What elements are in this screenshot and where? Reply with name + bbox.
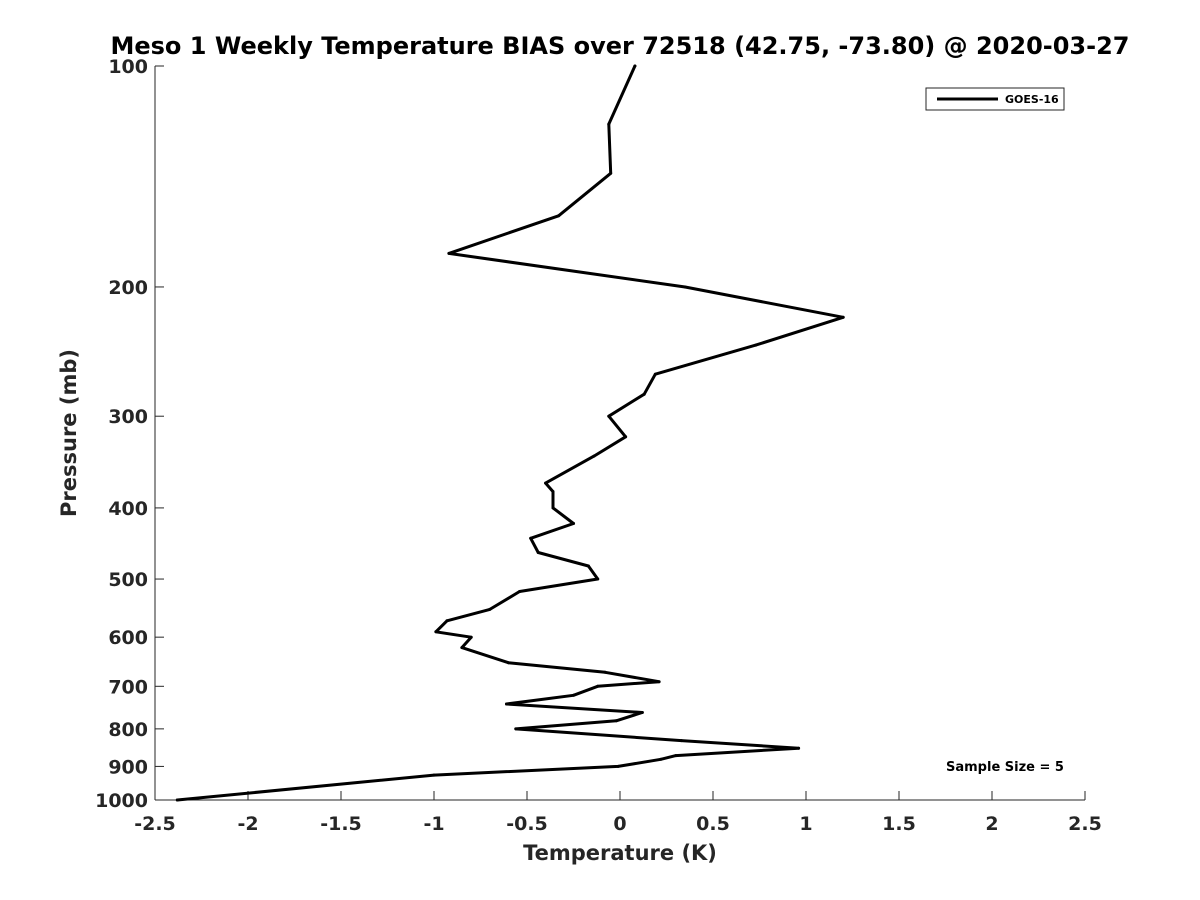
x-axis: -2.5 -2 -1.5 -1 -0.5 0 0.5 1 1.5 2 2.5 Temperature…: [134, 791, 1102, 865]
data-point: [518, 590, 522, 593]
data-point: [640, 711, 644, 714]
data-point: [505, 702, 508, 706]
data-point: [551, 490, 555, 494]
data-point: [659, 757, 663, 761]
data-point: [674, 754, 678, 758]
legend-label: GOES-16: [1005, 93, 1059, 106]
data-point: [653, 372, 657, 376]
data-point: [434, 630, 438, 634]
data-point: [633, 64, 637, 68]
data-point: [529, 536, 533, 540]
x-tick-label: -1.5: [320, 813, 362, 835]
chart-title: Meso 1 Weekly Temperature BIAS over 7251…: [110, 32, 1129, 60]
data-point: [797, 746, 801, 750]
x-tick-label: 0: [613, 813, 626, 835]
y-tick-label: 900: [108, 756, 148, 778]
x-tick-label: 2.5: [1068, 813, 1102, 835]
data-point: [616, 764, 620, 768]
data-point: [841, 315, 845, 319]
x-tick-label: 0.5: [696, 813, 730, 835]
data-point: [586, 564, 590, 568]
y-tick-label: 700: [108, 676, 148, 698]
data-point: [572, 693, 575, 697]
data-point: [624, 435, 628, 439]
y-tick-label: 300: [108, 406, 148, 428]
data-point: [445, 619, 449, 623]
data-point: [514, 727, 518, 731]
data-point: [572, 522, 575, 525]
y-axis-label: Pressure (mb): [57, 349, 81, 517]
y-tick-label: 800: [108, 719, 148, 741]
y-ticks: 100 200 300 400 500 600 700 800 900 1000: [95, 56, 164, 812]
data-point: [609, 171, 613, 175]
y-tick-label: 400: [108, 498, 148, 520]
data-point: [469, 635, 473, 639]
sample-size-annotation: Sample Size = 5: [946, 760, 1064, 775]
data-point: [657, 680, 661, 684]
y-tick-label: 500: [108, 569, 148, 591]
data-point: [488, 607, 492, 611]
data-point: [754, 343, 758, 347]
series-layer: [175, 64, 845, 802]
legend: GOES-16: [925, 87, 1065, 111]
data-point: [447, 251, 451, 255]
data-point: [607, 122, 611, 126]
data-point: [536, 551, 540, 554]
data-point: [683, 285, 687, 289]
x-tick-label: 2: [985, 813, 998, 835]
data-point: [603, 670, 607, 674]
data-point: [607, 414, 611, 418]
x-axis-label: Temperature (K): [523, 841, 717, 865]
data-point: [506, 661, 510, 665]
x-tick-label: 1.5: [882, 813, 916, 835]
data-point: [175, 798, 179, 802]
data-point: [544, 481, 548, 485]
y-tick-label: 600: [108, 627, 148, 649]
x-tick-label: -0.5: [506, 813, 548, 835]
data-point: [557, 214, 561, 218]
x-tick-label: -2.5: [134, 813, 176, 835]
y-tick-label: 100: [108, 56, 148, 78]
plot-area: [155, 66, 1085, 800]
data-point: [679, 739, 683, 743]
x-tick-label: 1: [799, 813, 812, 835]
data-point: [551, 506, 555, 510]
data-point: [460, 646, 464, 650]
data-point: [642, 392, 646, 396]
data-point: [596, 577, 600, 581]
data-point: [596, 684, 600, 688]
x-tick-label: -2: [237, 813, 258, 835]
y-tick-label: 1000: [95, 790, 148, 812]
data-point: [592, 454, 596, 458]
y-tick-label: 200: [108, 277, 148, 299]
y-axis: 100 200 300 400 500 600 700 800 900 1000 Pressure…: [57, 56, 164, 812]
data-point: [432, 773, 436, 777]
x-tick-label: -1: [423, 813, 444, 835]
data-point: [614, 719, 618, 723]
x-ticks: -2.5 -2 -1.5 -1 -0.5 0 0.5 1 1.5 2 2.5: [134, 791, 1102, 835]
